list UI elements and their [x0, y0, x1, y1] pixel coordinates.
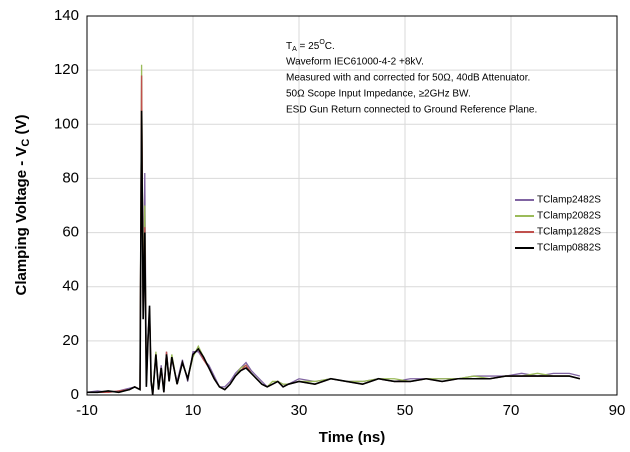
x-tick-label: 30 — [291, 402, 308, 419]
y-tick-label: 120 — [54, 61, 79, 78]
y-label-sub: C — [20, 139, 32, 147]
y-tick-label: 0 — [71, 386, 79, 403]
legend-label: TClamp1282S — [537, 227, 601, 238]
y-tick-label: 60 — [62, 224, 79, 241]
x-tick-label: -10 — [76, 402, 98, 419]
y-label-end: (V) — [13, 114, 30, 138]
y-tick-label: 140 — [54, 7, 79, 24]
y-tick-label: 40 — [62, 278, 79, 295]
y-tick-label: 20 — [62, 332, 79, 349]
series-line — [87, 75, 581, 396]
annotation-line: Measured with and corrected for 50Ω, 40d… — [286, 73, 530, 84]
legend-label: TClamp2482S — [537, 195, 601, 206]
x-tick-label: 70 — [503, 402, 520, 419]
y-tick-label: 100 — [54, 115, 79, 132]
legend-label: TClamp0882S — [537, 243, 601, 254]
ann-t: T — [286, 41, 292, 52]
ann-end: C. — [325, 41, 335, 52]
annotation-line: 50Ω Scope Input Impedance, ≥2GHz BW. — [286, 89, 471, 100]
plot-frame — [86, 15, 618, 396]
annotation-line: Waveform IEC61000-4-2 +8kV. — [286, 57, 424, 68]
legend-label: TClamp2082S — [537, 211, 601, 222]
ann-mid: = 25 — [297, 41, 320, 52]
annotation: TA = 25OC. — [286, 39, 335, 53]
x-tick-label: 50 — [397, 402, 414, 419]
ann-sup: O — [319, 39, 325, 46]
x-tick-label: 90 — [609, 402, 626, 419]
y-label-main: Clamping Voltage - V — [13, 147, 30, 296]
y-axis-label: Clamping Voltage - VC (V) — [13, 114, 32, 295]
x-tick-label: 10 — [185, 402, 202, 419]
series-line — [86, 75, 581, 393]
y-tick-label: 80 — [62, 169, 79, 186]
x-axis-label: Time (ns) — [319, 429, 385, 446]
ann-sub: A — [292, 46, 297, 53]
annotation-line: ESD Gun Return connected to Ground Refer… — [286, 105, 537, 116]
series-line — [87, 110, 581, 396]
